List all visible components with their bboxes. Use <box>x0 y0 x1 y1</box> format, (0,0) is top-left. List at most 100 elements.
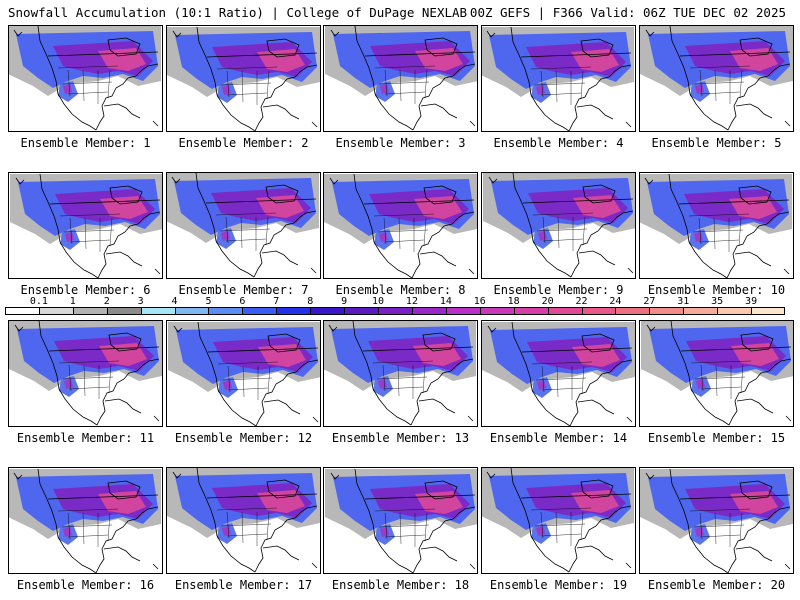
colorbar-tick-label: 1 <box>69 296 76 307</box>
map-title: Snowfall Accumulation (10:1 Ratio) | Col… <box>8 5 468 20</box>
colorbar-tick-label: 31 <box>677 296 690 307</box>
snowfall-map <box>640 468 793 573</box>
snowfall-map <box>9 321 162 426</box>
colorbar-swatch <box>378 307 412 315</box>
snowfall-map <box>167 173 320 278</box>
colorbar-swatch <box>445 307 480 315</box>
ensemble-map-panel <box>323 172 478 279</box>
snowfall-map <box>482 468 635 573</box>
ensemble-map-panel <box>639 320 794 427</box>
colorbar-tick-label: 8 <box>307 296 314 307</box>
ensemble-member-label: Ensemble Member: 6 <box>20 283 151 297</box>
snowfall-map <box>482 173 635 278</box>
ensemble-map-panel <box>481 25 636 132</box>
ensemble-member-label: Ensemble Member: 16 <box>16 578 155 592</box>
ensemble-member-label: Ensemble Member: 13 <box>331 431 470 445</box>
ensemble-member-label: Ensemble Member: 19 <box>489 578 628 592</box>
snowfall-map <box>9 468 162 573</box>
colorbar-swatch <box>5 307 39 315</box>
ensemble-map-panel <box>323 25 478 132</box>
colorbar-tick-label: 35 <box>711 296 724 307</box>
colorbar-swatch <box>547 307 582 315</box>
colorbar-swatch <box>72 307 107 315</box>
colorbar-swatch <box>581 307 616 315</box>
model-run-label: 00Z GEFS | F366 Valid: 06Z TUE DEC 02 20… <box>469 5 786 20</box>
ensemble-member-label: Ensemble Member: 1 <box>20 136 151 150</box>
ensemble-member-label: Ensemble Member: 12 <box>174 431 313 445</box>
colorbar-swatch <box>174 307 209 315</box>
colorbar-tick-label: 5 <box>205 296 212 307</box>
ensemble-member-label: Ensemble Member: 9 <box>493 283 624 297</box>
colorbar-swatch <box>683 307 718 315</box>
ensemble-map-panel <box>323 320 478 427</box>
ensemble-member-label: Ensemble Member: 14 <box>489 431 628 445</box>
ensemble-map-panel <box>8 172 163 279</box>
ensemble-map-panel <box>8 320 163 427</box>
ensemble-map-panel <box>481 467 636 574</box>
ensemble-member-label: Ensemble Member: 17 <box>174 578 313 592</box>
colorbar-tick-label: 12 <box>405 296 418 307</box>
snowfall-map <box>9 173 162 278</box>
colorbar-tick-label: 7 <box>273 296 280 307</box>
colorbar-swatch <box>38 307 73 315</box>
colorbar-swatch <box>479 307 514 315</box>
ensemble-map-panel <box>323 467 478 574</box>
ensemble-member-label: Ensemble Member: 10 <box>647 283 786 297</box>
ensemble-map-panel <box>639 25 794 132</box>
colorbar-swatch <box>310 307 345 315</box>
colorbar-tick-label: 9 <box>341 296 348 307</box>
snowfall-map <box>167 468 320 573</box>
ensemble-map-panel <box>639 467 794 574</box>
ensemble-member-label: Ensemble Member: 8 <box>335 283 466 297</box>
ensemble-member-label: Ensemble Member: 2 <box>178 136 309 150</box>
colorbar-tick-label: 0.1 <box>29 296 48 307</box>
ensemble-member-label: Ensemble Member: 3 <box>335 136 466 150</box>
colorbar-swatch <box>106 307 141 315</box>
ensemble-member-label: Ensemble Member: 7 <box>178 283 309 297</box>
colorbar-tick-label: 10 <box>372 296 385 307</box>
ensemble-map-panel <box>639 172 794 279</box>
colorbar-swatch <box>717 307 752 315</box>
snowfall-map <box>482 26 635 131</box>
colorbar-swatch <box>615 307 650 315</box>
snowfall-map <box>9 26 162 131</box>
colorbar-tick-label: 14 <box>439 296 452 307</box>
snowfall-map <box>640 173 793 278</box>
ensemble-map-panel <box>166 25 321 132</box>
colorbar-swatch <box>344 307 379 315</box>
ensemble-member-label: Ensemble Member: 18 <box>331 578 470 592</box>
ensemble-member-label: Ensemble Member: 11 <box>16 431 155 445</box>
colorbar-swatch <box>140 307 175 315</box>
ensemble-map-panel <box>166 172 321 279</box>
ensemble-map-panel <box>8 467 163 574</box>
snowfall-map <box>324 468 477 573</box>
colorbar-tick-label: 4 <box>171 296 178 307</box>
colorbar-tick-label: 2 <box>103 296 110 307</box>
ensemble-map-panel <box>166 320 321 427</box>
ensemble-map-panel <box>8 25 163 132</box>
snowfall-map <box>640 26 793 131</box>
colorbar-tick-label: 20 <box>541 296 554 307</box>
ensemble-map-panel <box>481 172 636 279</box>
snowfall-colorbar: 0.1 1 2 3 4 5 6 7 8 9 10 12 14 16 18 20 22 24 27 31 35 39 <box>5 296 785 316</box>
colorbar-tick-label: 22 <box>575 296 588 307</box>
ensemble-member-label: Ensemble Member: 20 <box>647 578 786 592</box>
snowfall-map <box>482 321 635 426</box>
colorbar-tick-label: 6 <box>239 296 246 307</box>
colorbar-swatch <box>751 307 785 315</box>
ensemble-member-label: Ensemble Member: 5 <box>651 136 782 150</box>
colorbar-tick-label: 24 <box>609 296 622 307</box>
colorbar-tick-label: 27 <box>643 296 656 307</box>
snowfall-map <box>324 26 477 131</box>
colorbar-tick-label: 3 <box>137 296 144 307</box>
colorbar-swatch <box>513 307 548 315</box>
snowfall-map <box>167 26 320 131</box>
ensemble-map-panel <box>481 320 636 427</box>
snowfall-map <box>167 321 320 426</box>
colorbar-tick-label: 18 <box>507 296 520 307</box>
colorbar-swatch <box>208 307 243 315</box>
ensemble-member-label: Ensemble Member: 4 <box>493 136 624 150</box>
colorbar-swatch <box>276 307 311 315</box>
colorbar-swatch <box>411 307 446 315</box>
colorbar-tick-label: 16 <box>473 296 486 307</box>
